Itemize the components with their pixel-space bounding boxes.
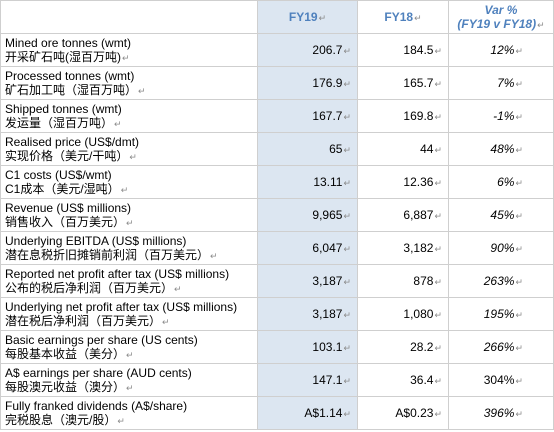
metric-name-en: Reported net profit after tax (US$ milli… <box>5 266 230 281</box>
metric-label-cell: Underlying net profit after tax (US$ mil… <box>0 297 258 331</box>
table-row: Realised price (US$/dmt) 实现价格（美元/干吨）↵ 65↵ 4… <box>0 132 554 166</box>
fy18-value: 1,080↵ <box>357 297 449 331</box>
table-row: Basic earnings per share (US cents) 每股基本收… <box>0 330 554 364</box>
metric-label-cell: A$ earnings per share (AUD cents) 每股澳元收益（… <box>0 363 258 397</box>
metric-label-cell: Underlying EBITDA (US$ millions) 潜在息税折旧摊销… <box>0 231 258 265</box>
fy18-value: 44↵ <box>357 132 449 166</box>
fy19-value: 9,965↵ <box>257 198 358 232</box>
header-row: FY19↵ FY18↵ Var % (FY19 v FY18)↵ <box>0 0 554 34</box>
metric-label-cell: Basic earnings per share (US cents) 每股基本收… <box>0 330 258 364</box>
variance-value: 304%↵ <box>448 363 554 397</box>
metric-name-en: Underlying EBITDA (US$ millions) <box>5 233 187 248</box>
variance-value: 90%↵ <box>448 231 554 265</box>
metric-name-en: Fully franked dividends (A$/share) <box>5 398 188 413</box>
metric-label-cell: Revenue (US$ millions) 销售收入（百万美元）↵ <box>0 198 258 232</box>
metric-name-en: Basic earnings per share (US cents) <box>5 332 198 347</box>
metric-name-cn: 潜在息税折旧摊销前利润（百万美元） <box>5 247 210 262</box>
table-row: Mined ore tonnes (wmt) 开采矿石吨(湿百万吨)↵ 206.7↵… <box>0 33 554 67</box>
header-variance: Var % (FY19 v FY18)↵ <box>448 0 554 34</box>
metric-name-cn: 发运量（湿百万吨） <box>5 115 114 130</box>
metric-name-en: Mined ore tonnes (wmt) <box>5 35 132 50</box>
metric-name-cn: 潜在税后净利润（百万美元） <box>5 313 162 328</box>
fy18-value: 12.36↵ <box>357 165 449 199</box>
header-fy18: FY18↵ <box>357 0 449 34</box>
table-row: Reported net profit after tax (US$ milli… <box>0 264 554 298</box>
metric-name-cn: 实现价格（美元/干吨） <box>5 148 129 163</box>
metric-name-cn: C1成本（美元/湿吨） <box>5 181 120 196</box>
fy18-value: 28.2↵ <box>357 330 449 364</box>
metric-label-cell: Mined ore tonnes (wmt) 开采矿石吨(湿百万吨)↵ <box>0 33 258 67</box>
variance-value: 12%↵ <box>448 33 554 67</box>
fy19-value: A$1.14↵ <box>257 396 358 430</box>
metric-name-en: Revenue (US$ millions) <box>5 200 132 215</box>
metric-name-cn: 完税股息（澳元/股） <box>5 412 117 427</box>
variance-value: 7%↵ <box>448 66 554 100</box>
metric-name-cn: 矿石加工吨（湿百万吨） <box>5 82 138 97</box>
metric-name-en: C1 costs (US$/wmt) <box>5 167 112 182</box>
variance-value: 266%↵ <box>448 330 554 364</box>
metric-label-cell: Fully franked dividends (A$/share) 完税股息（澳… <box>0 396 258 430</box>
metric-name-en: A$ earnings per share (AUD cents) <box>5 365 192 380</box>
fy19-value: 206.7↵ <box>257 33 358 67</box>
variance-value: -1%↵ <box>448 99 554 133</box>
header-label-cell <box>0 0 258 34</box>
table-row: A$ earnings per share (AUD cents) 每股澳元收益（… <box>0 363 554 397</box>
fy18-value: 36.4↵ <box>357 363 449 397</box>
fy19-value: 3,187↵ <box>257 297 358 331</box>
header-fy19: FY19↵ <box>257 0 358 34</box>
fy19-value: 103.1↵ <box>257 330 358 364</box>
fy19-value: 6,047↵ <box>257 231 358 265</box>
metric-name-cn: 销售收入（百万美元） <box>5 214 126 229</box>
metric-label-cell: Reported net profit after tax (US$ milli… <box>0 264 258 298</box>
table-row: Revenue (US$ millions) 销售收入（百万美元）↵ 9,965↵ 6… <box>0 198 554 232</box>
table-row: Processed tonnes (wmt) 矿石加工吨（湿百万吨）↵ 176.9↵… <box>0 66 554 100</box>
table-row: C1 costs (US$/wmt) C1成本（美元/湿吨）↵ 13.11↵ 12.3… <box>0 165 554 199</box>
table-row: Underlying net profit after tax (US$ mil… <box>0 297 554 331</box>
metric-name-en: Shipped tonnes (wmt) <box>5 101 122 116</box>
table-row: Shipped tonnes (wmt) 发运量（湿百万吨）↵ 167.7↵ 169.… <box>0 99 554 133</box>
fy18-value: 3,182↵ <box>357 231 449 265</box>
metric-label-cell: Processed tonnes (wmt) 矿石加工吨（湿百万吨）↵ <box>0 66 258 100</box>
fy18-value: 169.8↵ <box>357 99 449 133</box>
variance-value: 45%↵ <box>448 198 554 232</box>
metric-name-cn: 开采矿石吨(湿百万吨) <box>5 49 121 64</box>
fy18-value: 165.7↵ <box>357 66 449 100</box>
variance-value: 48%↵ <box>448 132 554 166</box>
metric-label-cell: C1 costs (US$/wmt) C1成本（美元/湿吨）↵ <box>0 165 258 199</box>
metric-name-en: Processed tonnes (wmt) <box>5 68 135 83</box>
fy18-value: 878↵ <box>357 264 449 298</box>
metric-label-cell: Shipped tonnes (wmt) 发运量（湿百万吨）↵ <box>0 99 258 133</box>
fy19-value: 167.7↵ <box>257 99 358 133</box>
metric-name-cn: 公布的税后净利润（百万美元） <box>5 280 174 295</box>
metric-name-cn: 每股基本收益（美分） <box>5 346 126 361</box>
fy19-value: 13.11↵ <box>257 165 358 199</box>
metric-name-en: Underlying net profit after tax (US$ mil… <box>5 299 238 314</box>
fy18-value: 6,887↵ <box>357 198 449 232</box>
metric-name-cn: 每股澳元收益（澳分） <box>5 379 126 394</box>
metric-label-cell: Realised price (US$/dmt) 实现价格（美元/干吨）↵ <box>0 132 258 166</box>
fy18-value: 184.5↵ <box>357 33 449 67</box>
fy19-value: 65↵ <box>257 132 358 166</box>
variance-value: 6%↵ <box>448 165 554 199</box>
variance-value: 396%↵ <box>448 396 554 430</box>
fy18-value: A$0.23↵ <box>357 396 449 430</box>
fy19-value: 147.1↵ <box>257 363 358 397</box>
variance-value: 195%↵ <box>448 297 554 331</box>
metric-name-en: Realised price (US$/dmt) <box>5 134 140 149</box>
table-row: Fully franked dividends (A$/share) 完税股息（澳… <box>0 396 554 430</box>
table-row: Underlying EBITDA (US$ millions) 潜在息税折旧摊销… <box>0 231 554 265</box>
fy19-value: 176.9↵ <box>257 66 358 100</box>
fy19-value: 3,187↵ <box>257 264 358 298</box>
variance-value: 263%↵ <box>448 264 554 298</box>
